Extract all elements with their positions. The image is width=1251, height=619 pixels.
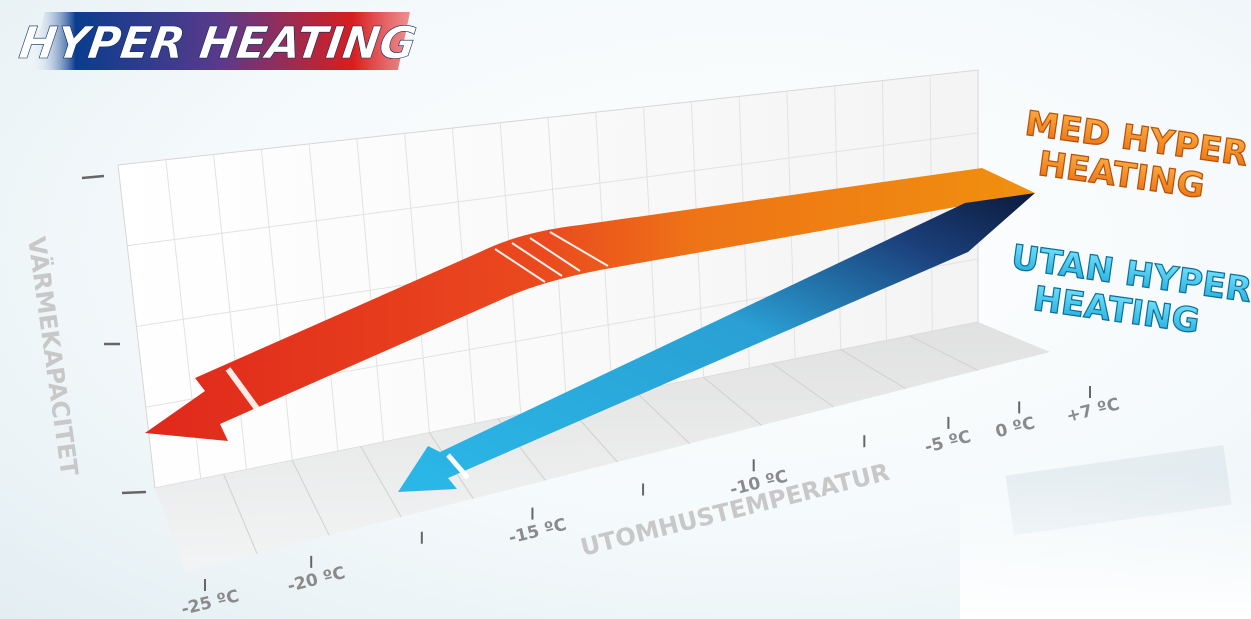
logo: HYPER HEATING bbox=[16, 12, 420, 70]
floor-grid-line bbox=[634, 390, 690, 445]
x-tick-label: -5 ºC bbox=[923, 427, 973, 458]
floor-grid-line bbox=[360, 446, 402, 518]
y-tick-top bbox=[81, 174, 105, 180]
floor-plane bbox=[155, 322, 1050, 572]
x-tick-label: -15 ºC bbox=[507, 515, 569, 549]
legend-med: MED HYPER HEATING bbox=[1022, 103, 1251, 207]
logo-text: HYPER HEATING bbox=[16, 18, 419, 69]
y-axis-label: VÄRMEKAPACITET bbox=[22, 235, 84, 478]
x-axis-label: UTOMHUSTEMPERATUR bbox=[578, 458, 893, 562]
x-tick-label: +7 ºC bbox=[1064, 394, 1121, 426]
y-axis-ticks bbox=[81, 174, 147, 495]
med-hyper-heating-arrow bbox=[145, 168, 1035, 441]
y-tick-bottom bbox=[121, 490, 147, 495]
reflection-fade bbox=[960, 470, 1251, 619]
series-med-hyper-heating bbox=[145, 168, 1035, 441]
floor-grid-line bbox=[291, 460, 330, 536]
x-tick-label: -25 ºC bbox=[179, 586, 241, 619]
utan-hyper-heating-arrow bbox=[398, 193, 1035, 492]
x-tick-label: -20 ºC bbox=[286, 563, 348, 597]
floor-grid-line bbox=[771, 363, 835, 408]
floor-grid-line bbox=[909, 335, 979, 371]
floor-grid-line bbox=[223, 473, 258, 554]
floor-grid-line bbox=[703, 376, 762, 426]
series-utan-hyper-heating bbox=[398, 193, 1035, 492]
floor-grid-line bbox=[840, 349, 907, 390]
wall-grid-horizontal bbox=[127, 132, 979, 247]
x-tick-label: 0 ºC bbox=[994, 413, 1037, 442]
arrow-stripes bbox=[225, 231, 609, 412]
logo-banner bbox=[30, 12, 410, 70]
legend-utan: UTAN HYPER HEATING bbox=[1008, 237, 1251, 343]
arrow-stripe-blue bbox=[446, 453, 470, 480]
